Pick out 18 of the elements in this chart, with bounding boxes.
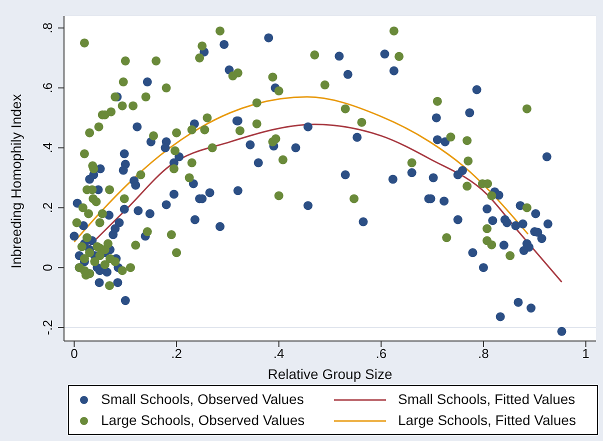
y-tick-label: .8 — [40, 22, 55, 34]
x-tick-label: .6 — [376, 346, 387, 362]
y-tick-label: .4 — [40, 142, 55, 154]
x-tick-label: .4 — [273, 346, 284, 362]
y-tick-label: .6 — [40, 82, 55, 94]
x-tick-label: .8 — [478, 346, 489, 362]
legend-label: Small Schools, Fitted Values — [398, 390, 576, 409]
y-tick-label: .2 — [40, 202, 55, 214]
y-axis-title: Inbreeding Homophily Index — [8, 94, 24, 268]
legend-label: Large Schools, Fitted Values — [398, 411, 576, 430]
x-tick-label: 0 — [70, 346, 78, 362]
y-tick-label: 0 — [40, 264, 55, 272]
x-tick-label: .2 — [171, 346, 182, 362]
x-tick-label: 1 — [582, 346, 590, 362]
y-tick-label: -.2 — [40, 320, 55, 336]
legend-label: Small Schools, Observed Values — [101, 390, 304, 409]
legend-label: Large Schools, Observed Values — [101, 411, 305, 430]
x-axis-title: Relative Group Size — [268, 366, 392, 382]
